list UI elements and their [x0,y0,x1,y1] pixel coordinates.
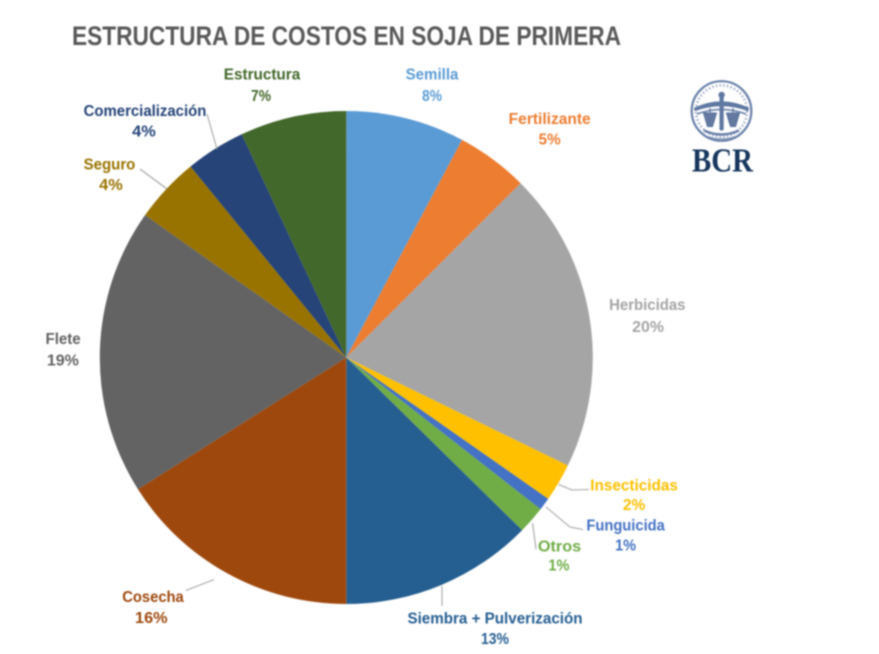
svg-text:5%: 5% [539,132,561,149]
svg-text:Funguicida: Funguicida [586,518,665,535]
svg-text:13%: 13% [481,631,509,648]
svg-text:Comercialización: Comercialización [84,103,207,120]
svg-text:2%: 2% [623,497,646,514]
svg-text:1%: 1% [615,538,636,555]
svg-text:Seguro: Seguro [84,157,136,174]
svg-text:Cosecha: Cosecha [122,589,184,606]
svg-text:4%: 4% [99,177,123,194]
svg-text:19%: 19% [47,353,79,370]
svg-text:Siembra + Pulverización: Siembra + Pulverización [407,611,582,628]
svg-text:20%: 20% [632,319,664,336]
svg-text:BCR: BCR [692,143,753,180]
svg-text:ESTRUCTURA DE COSTOS EN SOJA D: ESTRUCTURA DE COSTOS EN SOJA DE PRIMERA [72,21,621,51]
svg-text:4%: 4% [132,124,156,141]
svg-text:Herbicidas: Herbicidas [609,297,685,314]
svg-text:7%: 7% [251,88,271,105]
svg-text:Estructura: Estructura [224,67,301,84]
svg-text:Fertilizante: Fertilizante [509,111,591,128]
svg-text:Semilla: Semilla [406,67,459,84]
svg-text:16%: 16% [135,610,168,627]
svg-text:1%: 1% [548,558,569,575]
svg-text:Flete: Flete [46,331,82,348]
svg-text:8%: 8% [422,88,442,105]
svg-text:Otros: Otros [538,539,581,556]
svg-text:Insecticidas: Insecticidas [590,478,678,495]
